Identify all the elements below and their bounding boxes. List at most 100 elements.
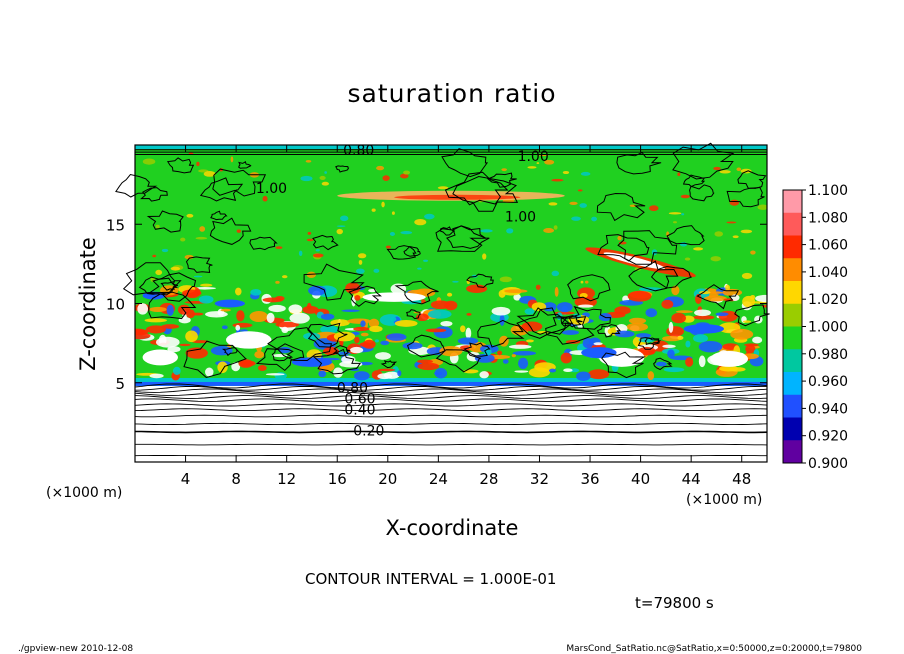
field-patch	[744, 343, 759, 347]
contour-line	[212, 168, 267, 197]
field-patch	[377, 373, 393, 380]
field-patch	[536, 162, 540, 165]
field-patch	[535, 284, 541, 290]
x-axis-label: X-coordinate	[386, 516, 519, 540]
field-patch	[281, 275, 288, 279]
field-patch	[321, 181, 329, 186]
contour-line	[147, 272, 197, 302]
field-patch	[726, 221, 737, 224]
x-tick-label: 4	[181, 470, 191, 488]
contour-line	[726, 186, 765, 208]
contour-line	[134, 403, 768, 407]
contour-line	[134, 388, 768, 393]
field-patch	[750, 250, 756, 255]
field-patch	[427, 309, 452, 319]
x-tick-label: 24	[429, 470, 448, 488]
contour-line	[616, 151, 662, 175]
field-patch	[349, 346, 364, 354]
contour-line	[568, 305, 611, 330]
contour-line	[617, 230, 678, 265]
field-patch	[414, 218, 427, 226]
field-patch	[580, 171, 591, 176]
field-cloud	[362, 292, 426, 302]
field-patch	[719, 365, 738, 372]
field-patch	[196, 161, 200, 167]
field-patch	[501, 168, 507, 172]
field-patch	[732, 235, 739, 239]
colorbar-swatch	[783, 440, 802, 464]
field-patch	[668, 212, 682, 215]
field-patch	[655, 361, 667, 367]
field-cloud	[226, 331, 272, 349]
field-patch	[185, 347, 208, 359]
field-patch	[355, 268, 365, 274]
contour-label: 0.60	[344, 392, 375, 408]
field-patch	[172, 366, 181, 375]
field-patch	[479, 371, 489, 379]
contour-line	[637, 337, 660, 350]
y-axis-ticks: 5 10 15	[106, 216, 767, 393]
field-patch	[185, 330, 198, 343]
contour-line	[696, 284, 740, 310]
field-patch	[499, 276, 512, 283]
y-axis-unit: (×1000 m)	[46, 485, 122, 501]
colorbar-tick-label: 0.980	[808, 347, 848, 363]
colorbar-swatch	[783, 303, 802, 327]
field-patch	[232, 322, 253, 328]
field-patch	[498, 289, 506, 298]
field-patch	[551, 270, 560, 277]
field-patch	[709, 291, 724, 294]
field-patch	[457, 337, 479, 345]
field-patch	[359, 342, 371, 347]
colorbar-swatch	[783, 281, 802, 305]
contour-line	[134, 391, 768, 396]
contour-line	[138, 276, 178, 296]
contour-line	[666, 225, 705, 246]
contour-line	[394, 280, 439, 305]
field-patch	[513, 293, 521, 301]
field-patch	[275, 280, 280, 284]
field-patch	[679, 242, 688, 247]
colorbar-tick-label: 0.960	[808, 374, 848, 390]
field-patch	[524, 308, 535, 315]
contour-label: 1.00	[518, 149, 549, 165]
contour-line	[185, 256, 213, 273]
field-patch	[685, 357, 694, 367]
colorbar-swatch	[783, 372, 802, 396]
contour-line	[134, 383, 768, 389]
field-patch	[514, 370, 529, 373]
contour-line	[689, 184, 715, 202]
contour-line	[516, 307, 574, 339]
field-patch	[353, 371, 370, 381]
field-patch	[544, 159, 555, 165]
field-patch	[582, 337, 594, 349]
field-patch	[576, 371, 591, 381]
field-patch	[288, 304, 303, 314]
contour-line	[601, 351, 646, 379]
field-patch	[266, 312, 275, 324]
field-patch	[347, 318, 371, 324]
contour-line	[435, 225, 487, 252]
field-patch	[439, 345, 463, 357]
field-patch	[581, 347, 617, 359]
field-patch	[382, 175, 390, 181]
contour-line	[348, 285, 383, 307]
field-patch	[694, 309, 712, 317]
field-patch	[491, 306, 511, 316]
field-patch	[661, 299, 674, 309]
field-patch	[336, 225, 346, 227]
contour-line	[307, 322, 348, 348]
field-patch	[149, 373, 164, 379]
field-patch	[303, 332, 321, 340]
field-patch	[394, 319, 418, 327]
field-patch	[375, 352, 391, 360]
field-patch	[729, 199, 740, 206]
field-patch	[480, 229, 493, 233]
field-patch	[745, 344, 756, 354]
contour-label: 0.80	[343, 143, 374, 159]
field-patch	[195, 236, 208, 240]
field-patch	[673, 221, 677, 224]
field-patch	[144, 318, 167, 323]
field-patch	[371, 208, 376, 212]
